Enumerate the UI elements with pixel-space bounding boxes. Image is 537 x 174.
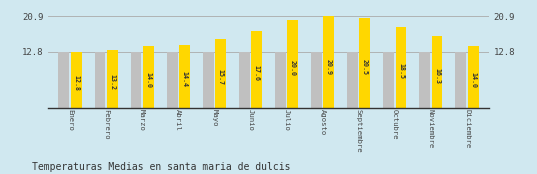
Bar <box>383 52 394 108</box>
Text: 12.8: 12.8 <box>73 75 79 91</box>
Bar <box>71 52 82 108</box>
Bar <box>95 52 105 108</box>
Text: 16.3: 16.3 <box>434 68 440 84</box>
Bar <box>432 36 442 108</box>
Bar <box>179 45 190 108</box>
Text: 14.0: 14.0 <box>470 72 476 88</box>
Text: 14.0: 14.0 <box>146 72 151 88</box>
Bar <box>359 18 371 108</box>
Bar <box>275 52 286 108</box>
Bar <box>419 52 430 108</box>
Bar <box>455 52 466 108</box>
Text: 20.0: 20.0 <box>289 60 296 76</box>
Text: Temperaturas Medias en santa maria de dulcis: Temperaturas Medias en santa maria de du… <box>32 162 291 172</box>
Bar <box>166 52 178 108</box>
Bar <box>203 52 214 108</box>
Bar <box>468 46 478 108</box>
Bar <box>59 52 69 108</box>
Bar <box>251 31 262 108</box>
Text: 17.6: 17.6 <box>253 65 259 81</box>
Text: 15.7: 15.7 <box>217 69 223 85</box>
Bar <box>239 52 250 108</box>
Bar <box>323 16 334 108</box>
Text: 20.9: 20.9 <box>326 59 332 74</box>
Bar <box>215 39 226 108</box>
Text: 13.2: 13.2 <box>109 74 115 90</box>
Bar <box>107 50 118 108</box>
Text: 18.5: 18.5 <box>398 63 404 79</box>
Bar <box>287 20 298 108</box>
Bar <box>396 27 407 108</box>
Text: 20.5: 20.5 <box>362 59 368 75</box>
Text: 14.4: 14.4 <box>182 71 187 87</box>
Bar <box>347 52 358 108</box>
Bar <box>143 46 154 108</box>
Bar <box>311 52 322 108</box>
Bar <box>130 52 141 108</box>
